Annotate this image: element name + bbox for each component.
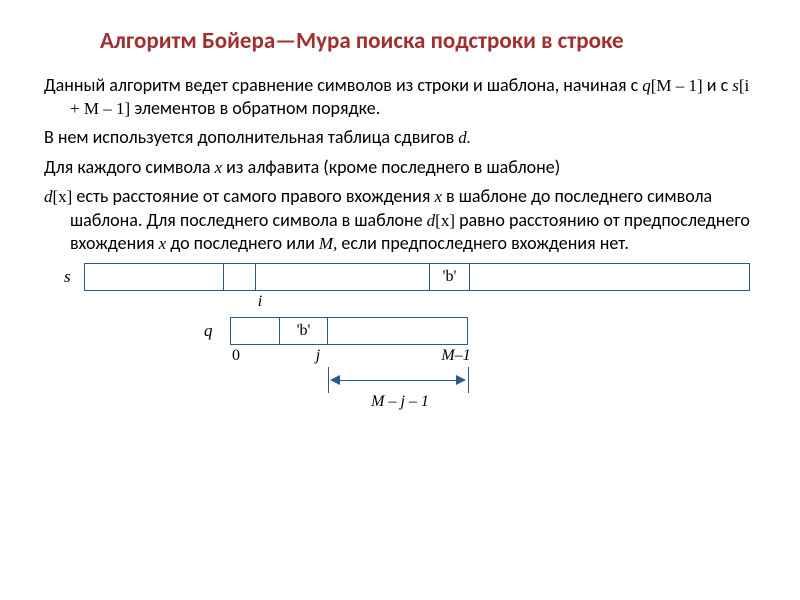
q-cell-1 <box>328 317 468 345</box>
label-span: M – j – 1 <box>350 393 450 411</box>
p1-mid: и с <box>703 74 733 96</box>
p4-M: M, <box>319 234 337 253</box>
p4-d2: d <box>427 211 436 230</box>
p1-s: s <box>732 76 739 95</box>
arrow-line <box>340 380 458 381</box>
label-zero: 0 <box>226 347 246 365</box>
tick-right <box>468 367 469 393</box>
p2-d: d. <box>458 128 471 147</box>
p1-text-a: Данный алгоритм ведет сравнение символов… <box>44 74 642 96</box>
diagram: s 'b' i q 'b' 0 j M–1 M – j – 1 <box>40 263 760 423</box>
q-cell-b: 'b' <box>280 317 328 345</box>
p4-x2: x <box>159 234 167 253</box>
label-j: j <box>308 347 328 365</box>
p3-text-a: Для каждого символа <box>44 156 215 178</box>
label-i: i <box>250 293 270 311</box>
p4-e: до последнего или <box>166 232 319 254</box>
p1-q: q <box>642 76 651 95</box>
arrow-left-head <box>330 375 340 385</box>
slide-title: Алгоритм Бойера—Мура поиска подстроки в … <box>100 28 720 56</box>
s-cell-0 <box>84 263 224 291</box>
s-cell-b: 'b' <box>430 263 470 291</box>
p3-text-b: из алфавита (кроме последнего в шаблоне) <box>222 156 560 178</box>
p4-br: [x] <box>53 187 73 206</box>
paragraph-4: d[x] есть расстояние от самого правого в… <box>44 185 760 255</box>
arrow-right-head <box>456 375 466 385</box>
p3-x: х <box>215 158 223 177</box>
s-cell-2 <box>256 263 430 291</box>
s-cell-3 <box>470 263 750 291</box>
paragraph-3: Для каждого символа х из алфавита (кроме… <box>44 156 760 179</box>
p4-d: d <box>44 187 53 206</box>
p4-br2: [x] <box>435 211 455 230</box>
label-s: s <box>64 267 71 287</box>
label-M1: M–1 <box>434 347 478 365</box>
p4-a: есть расстояние от самого правого вхожде… <box>72 185 434 207</box>
paragraph-1: Данный алгоритм ведет сравнение символов… <box>44 74 760 121</box>
tick-left <box>328 367 329 393</box>
paragraph-2: В нем используется дополнительная таблиц… <box>44 126 760 149</box>
p2-text-a: В нем используется дополнительная таблиц… <box>44 126 458 148</box>
p4-f: если предпоследнего вхождения нет. <box>337 232 629 254</box>
p4-x: x <box>434 187 442 206</box>
s-cell-1 <box>224 263 256 291</box>
p1-qbr: [M – 1] <box>651 76 703 95</box>
q-cell-0 <box>230 317 280 345</box>
p1-text-b: элементов в обратном порядке. <box>130 97 380 119</box>
label-q: q <box>204 321 213 341</box>
